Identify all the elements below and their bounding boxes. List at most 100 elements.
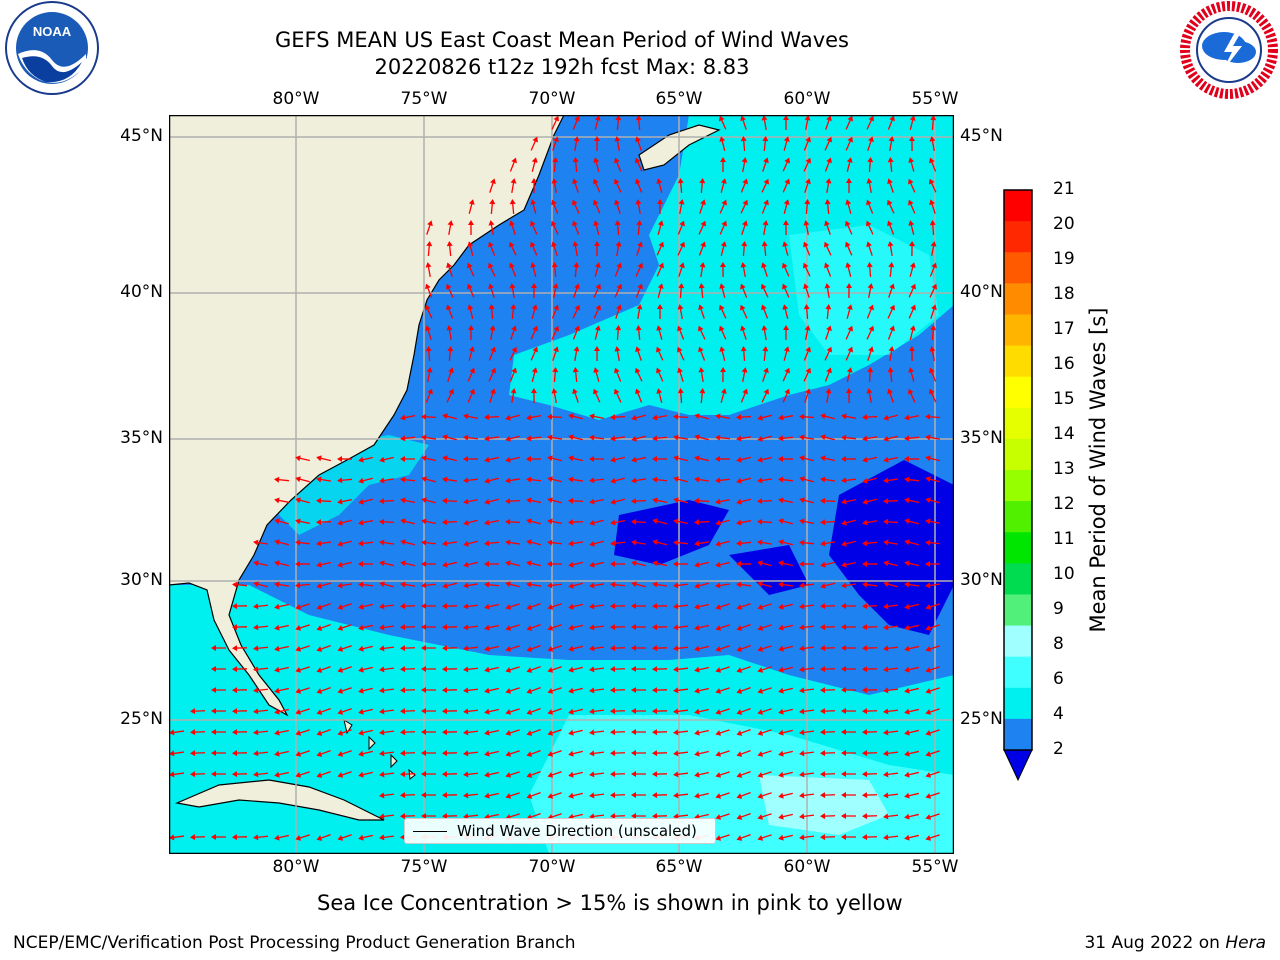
direction-arrow (614, 283, 622, 298)
legend-line-icon (413, 830, 447, 832)
direction-arrow (825, 178, 832, 194)
direction-arrow (736, 519, 751, 526)
direction-arrow (635, 199, 642, 215)
direction-arrow (631, 560, 646, 567)
direction-arrow (316, 540, 332, 547)
direction-arrow (783, 325, 790, 341)
direction-arrow (509, 262, 517, 277)
lon-label-bottom: 55°W (911, 857, 959, 877)
direction-arrow (547, 561, 563, 568)
direction-arrow (824, 262, 832, 277)
direction-arrow (715, 519, 730, 526)
direction-arrow (909, 262, 916, 277)
colorbar-tick-label: 16 (1053, 354, 1075, 374)
direction-arrow (253, 645, 269, 652)
direction-arrow (799, 729, 815, 736)
direction-arrow (379, 666, 395, 673)
direction-arrow (425, 304, 433, 319)
colorbar-tick-label: 4 (1053, 704, 1064, 724)
direction-arrow (551, 262, 558, 278)
direction-arrow (463, 687, 479, 694)
direction-arrow (782, 241, 789, 256)
direction-arrow (505, 729, 520, 736)
direction-arrow (909, 115, 916, 130)
direction-arrow (425, 346, 432, 362)
direction-arrow (631, 813, 647, 820)
direction-arrow (190, 750, 206, 757)
direction-arrow (866, 388, 873, 403)
direction-arrow (694, 771, 709, 778)
direction-arrow (656, 262, 664, 277)
direction-arrow (489, 178, 496, 193)
direction-arrow (400, 645, 416, 652)
direction-arrow (547, 455, 562, 462)
direction-arrow (552, 157, 559, 173)
direction-arrow (631, 539, 647, 546)
direction-arrow (740, 178, 748, 193)
direction-arrow (925, 624, 940, 631)
direction-arrow (677, 346, 685, 361)
direction-arrow (762, 136, 769, 152)
direction-arrow (421, 603, 437, 610)
direction-arrow (274, 834, 289, 841)
direction-arrow (447, 346, 454, 362)
direction-arrow (736, 435, 752, 442)
direction-arrow (593, 220, 600, 235)
direction-arrow (421, 455, 436, 462)
direction-arrow (295, 476, 310, 483)
lat-label-left: 45°N (120, 126, 163, 146)
direction-arrow (631, 687, 647, 694)
direction-arrow (484, 666, 499, 673)
direction-arrow (253, 834, 269, 841)
direction-arrow (841, 834, 857, 841)
direction-arrow (757, 792, 772, 799)
direction-arrow (400, 729, 416, 736)
direction-arrow (442, 519, 458, 526)
direction-arrow (862, 792, 878, 799)
direction-arrow (757, 539, 773, 546)
direction-arrow (505, 435, 520, 442)
direction-arrow (467, 283, 475, 298)
direction-arrow (379, 518, 395, 525)
land-bahamas (343, 718, 416, 780)
direction-arrow (547, 413, 563, 420)
direction-arrow (379, 792, 395, 799)
direction-arrow (593, 283, 601, 298)
direction-arrow (925, 455, 940, 462)
direction-arrow (845, 346, 853, 361)
direction-arrow (316, 707, 331, 715)
direction-arrow (531, 304, 538, 319)
direction-arrow (547, 792, 562, 799)
direction-arrow (657, 199, 664, 215)
colorbar-tick-label: 9 (1053, 599, 1064, 619)
direction-arrow (463, 729, 479, 736)
direction-arrow (463, 708, 479, 715)
direction-arrow (841, 771, 857, 778)
direction-arrow (694, 455, 709, 462)
direction-arrow (846, 304, 853, 319)
direction-arrow (715, 582, 731, 589)
direction-arrow (589, 771, 605, 778)
direction-arrow (740, 136, 747, 152)
direction-arrow (610, 771, 626, 778)
direction-arrow (694, 750, 709, 757)
direction-arrow (631, 666, 647, 673)
direction-arrow (904, 624, 919, 631)
direction-arrow (358, 687, 373, 694)
direction-arrow (526, 707, 541, 715)
direction-arrow (652, 455, 668, 462)
direction-arrow (505, 456, 520, 463)
colorbar-tick-label: 19 (1053, 249, 1075, 269)
direction-arrow (509, 157, 517, 172)
direction-arrow (825, 388, 832, 404)
direction-arrow (883, 813, 899, 820)
direction-arrow (908, 157, 915, 172)
direction-arrow (925, 729, 940, 736)
direction-arrow (253, 581, 268, 588)
direction-arrow (740, 304, 748, 319)
direction-arrow (778, 708, 793, 715)
direction-arrow (652, 666, 668, 673)
direction-arrow (484, 435, 500, 442)
direction-arrow (677, 241, 685, 256)
direction-arrow (887, 115, 895, 130)
